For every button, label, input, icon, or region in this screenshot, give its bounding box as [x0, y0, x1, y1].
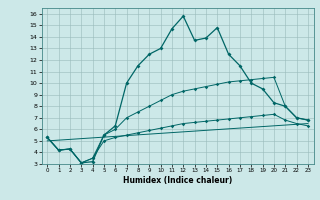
- X-axis label: Humidex (Indice chaleur): Humidex (Indice chaleur): [123, 176, 232, 185]
